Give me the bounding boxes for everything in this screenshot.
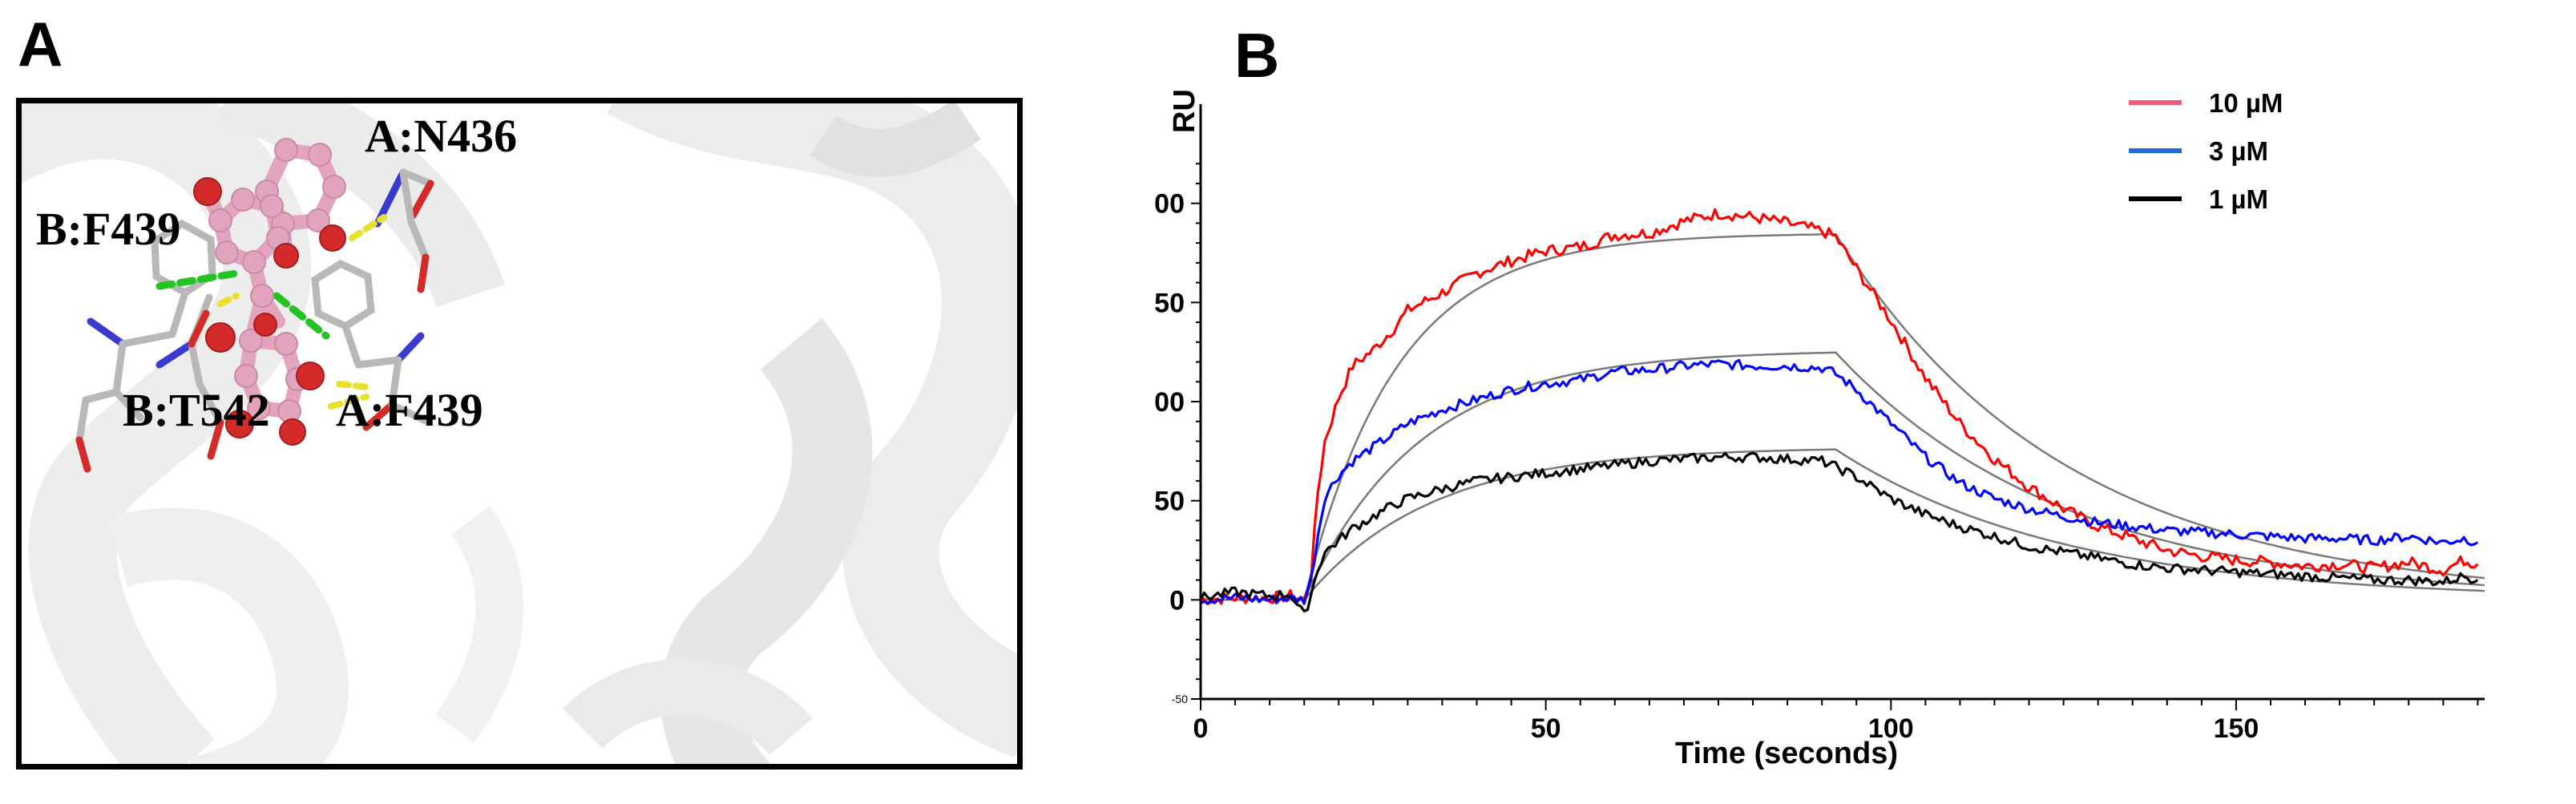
ligand-molecule xyxy=(193,138,346,446)
y-axis-title: RU xyxy=(1168,89,1201,133)
residue-label-b-f439: B:F439 xyxy=(36,203,180,255)
residue-b-t542-sticks xyxy=(155,293,224,460)
y-tick-label: 0 xyxy=(1169,585,1185,616)
y-tick-label: 50 xyxy=(1154,487,1185,517)
fit-curve-2 xyxy=(1201,448,2485,601)
hydrogen-bonds xyxy=(155,214,387,410)
legend-label: 1 µM xyxy=(2209,184,2268,214)
legend: 10 µM 3 µM 1 µM xyxy=(2129,88,2283,214)
docking-structure-panel: A:N436 B:F439 B:T542 A:F439 xyxy=(16,98,1023,770)
x-tick-label: 150 xyxy=(2214,713,2259,744)
docking-structure-image: A:N436 B:F439 B:T542 A:F439 xyxy=(22,103,1017,764)
x-tick-label: 100 xyxy=(1868,713,1914,744)
residue-label-b-t542: B:T542 xyxy=(123,384,270,436)
fit-curve-0 xyxy=(1201,232,2485,601)
y-tick-label: 100 xyxy=(1154,387,1185,418)
panel-label-a: A xyxy=(18,9,63,79)
series-line-2 xyxy=(1199,451,2479,612)
residue-b-f439-sticks xyxy=(75,219,216,473)
x-tick-label: 0 xyxy=(1193,713,1209,744)
residue-label-a-f439: A:F439 xyxy=(336,384,483,436)
series-line-0 xyxy=(1200,208,2479,606)
residue-a-f439-sticks xyxy=(311,259,433,431)
y-tick-label: 200 xyxy=(1154,189,1185,220)
x-axis-title: Time (seconds) xyxy=(1675,737,1898,770)
axes: 0 50 100 150 0 50 100 150 200 -50 xyxy=(1154,104,2485,744)
legend-label: 10 µM xyxy=(2209,88,2283,118)
x-tick-label: 50 xyxy=(1531,713,1561,744)
spr-sensorgram-chart: 0 50 100 150 0 50 100 150 200 -50 RU Time (second… xyxy=(1154,88,2485,770)
plot-area xyxy=(1199,208,2485,612)
residue-label-a-n436: A:N436 xyxy=(365,110,517,162)
y-tick-label: -50 xyxy=(1172,693,1188,705)
panel-label-b: B xyxy=(1234,20,1280,91)
y-tick-label: 150 xyxy=(1154,288,1185,318)
series-line-1 xyxy=(1200,358,2479,605)
legend-label: 3 µM xyxy=(2209,136,2268,166)
protein-cartoon xyxy=(22,103,1017,764)
